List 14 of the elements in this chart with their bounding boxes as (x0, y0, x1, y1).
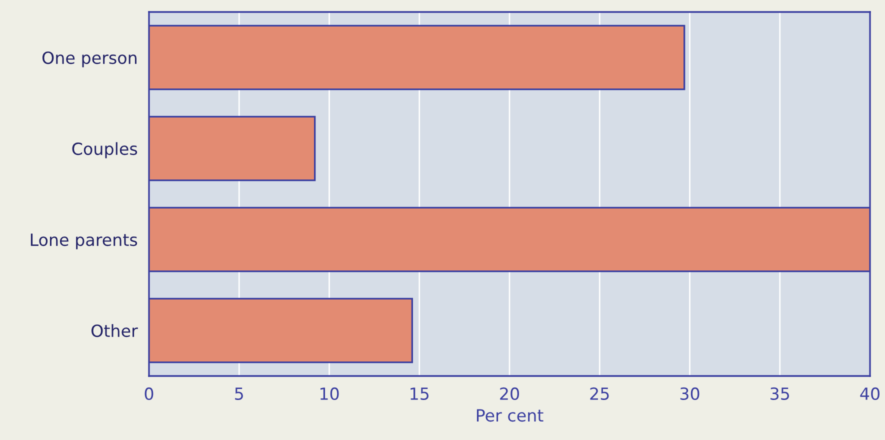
x-tick-label: 30 (680, 387, 700, 400)
x-tick-label: 25 (590, 387, 609, 400)
x-tick-label: 5 (235, 388, 243, 400)
x-tick-label: 20 (500, 387, 519, 400)
x-tick-label: 40 (860, 387, 880, 400)
x-tick-label: 35 (770, 387, 790, 400)
x-tick-label: 10 (320, 387, 339, 400)
x-tick-label: 15 (410, 388, 429, 400)
x-tick-label: 0 (144, 387, 154, 400)
x-axis-title: Per cent (476, 409, 544, 422)
y-tick-label: One person (42, 51, 136, 68)
y-tick-label: Couples (72, 142, 138, 158)
y-tick-label: Lone parents (30, 234, 138, 250)
y-tick-label: Other (92, 324, 138, 338)
